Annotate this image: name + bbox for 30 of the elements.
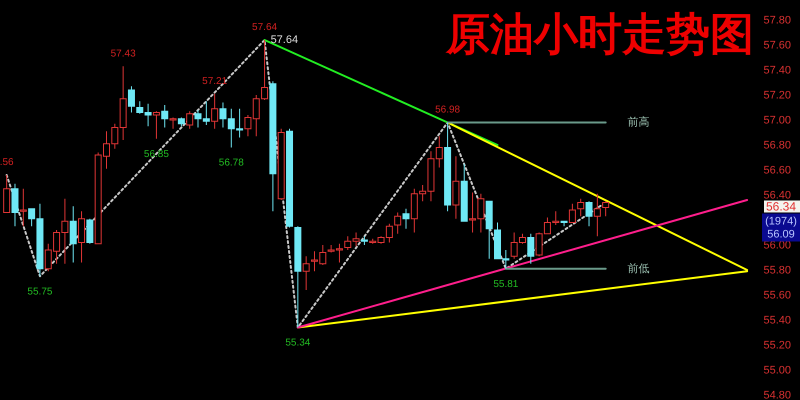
- annotation: 57.64: [270, 34, 298, 46]
- y-tick-label: 55.80: [764, 264, 792, 276]
- y-tick-label: 57.00: [764, 114, 792, 126]
- y-tick-label: 56.40: [764, 190, 792, 202]
- text: 56.34: [766, 200, 796, 214]
- y-tick-label: 55.40: [764, 314, 792, 326]
- y-tick-label: 55.60: [764, 290, 792, 302]
- text: 前高: [628, 116, 650, 128]
- y-tick-label: 57.60: [764, 40, 792, 52]
- annotation: 55.34: [285, 338, 311, 348]
- annotation: 57.64: [252, 22, 278, 33]
- y-tick-label: 56.60: [764, 164, 792, 176]
- annotation: .56: [0, 157, 14, 168]
- annotation: 57.43: [110, 48, 136, 60]
- y-tick-label: 54.80: [764, 390, 792, 400]
- y-tick-label: 55.00: [764, 364, 792, 376]
- annotation: 57.21: [202, 76, 228, 87]
- text: 前低: [628, 262, 650, 275]
- annotation: 56.98: [435, 104, 461, 116]
- annotation: 55.81: [493, 278, 519, 290]
- y-tick-label: 57.20: [764, 90, 792, 102]
- chart-title: 原油小时走势图: [445, 9, 754, 60]
- y-tick-label: 57.80: [764, 14, 792, 26]
- annotation: 55.75: [27, 286, 53, 298]
- annotation: 56.78: [218, 158, 244, 168]
- text: 56.09: [767, 228, 795, 240]
- y-tick-label: 57.40: [764, 64, 792, 76]
- text: (1974): [765, 216, 797, 228]
- y-tick-label: 55.20: [764, 340, 792, 352]
- y-tick-label: 56.80: [764, 140, 792, 152]
